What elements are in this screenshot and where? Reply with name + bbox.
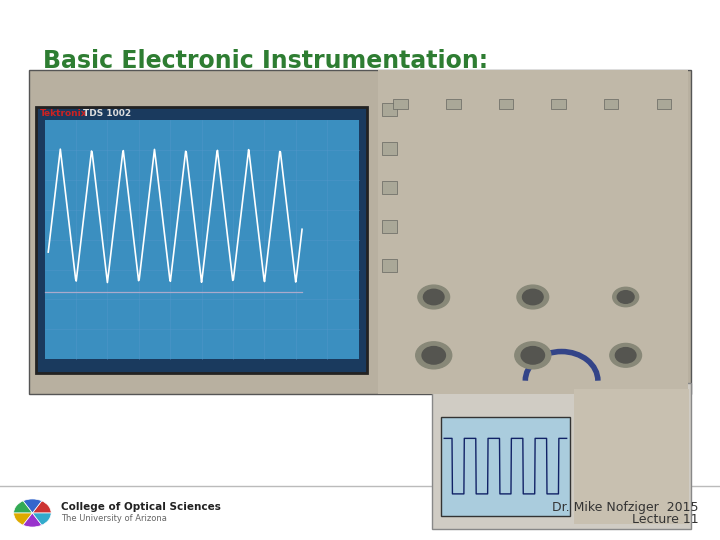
Bar: [446, 99, 461, 109]
Text: TDS 1002: TDS 1002: [83, 109, 131, 118]
Circle shape: [523, 289, 543, 305]
Bar: [604, 99, 618, 109]
Circle shape: [422, 347, 446, 364]
Bar: [432, 383, 691, 529]
Bar: [382, 259, 397, 272]
Bar: [45, 120, 359, 359]
Circle shape: [515, 342, 551, 369]
Text: Lecture 11: Lecture 11: [631, 513, 698, 526]
Wedge shape: [14, 501, 32, 513]
Circle shape: [415, 342, 451, 369]
Text: Dr. Mike Nofziger  2015: Dr. Mike Nofziger 2015: [552, 501, 698, 514]
Text: ●: ●: [58, 119, 77, 139]
Circle shape: [517, 285, 549, 309]
Wedge shape: [32, 501, 51, 513]
Bar: [382, 220, 397, 233]
Wedge shape: [32, 513, 51, 525]
Circle shape: [617, 291, 634, 303]
Text: Tektronix: Tektronix: [40, 109, 87, 118]
Bar: [499, 99, 513, 109]
Bar: [382, 142, 397, 155]
Circle shape: [616, 348, 636, 363]
Wedge shape: [23, 499, 42, 513]
Bar: [382, 103, 397, 116]
Circle shape: [521, 347, 544, 364]
Text: :: :: [349, 119, 356, 139]
Bar: [394, 99, 408, 109]
Circle shape: [423, 289, 444, 305]
Bar: [552, 99, 566, 109]
Bar: [382, 181, 397, 194]
Bar: [36, 107, 367, 373]
Text: Oscilloscope: Oscilloscope: [216, 119, 355, 139]
Text: College of Optical Sciences: College of Optical Sciences: [61, 502, 221, 511]
Wedge shape: [14, 513, 32, 525]
Bar: [657, 99, 671, 109]
Bar: [378, 70, 688, 394]
Circle shape: [613, 287, 639, 307]
Bar: [574, 389, 689, 524]
Text: Basic Electronic Instrumentation:: Basic Electronic Instrumentation:: [43, 49, 488, 72]
Bar: [29, 70, 691, 394]
Text: The University of Arizona: The University of Arizona: [61, 514, 167, 523]
Circle shape: [610, 343, 642, 367]
Wedge shape: [23, 513, 42, 527]
Text: How to use an: How to use an: [83, 119, 256, 139]
Bar: [441, 416, 570, 516]
Circle shape: [418, 285, 449, 309]
